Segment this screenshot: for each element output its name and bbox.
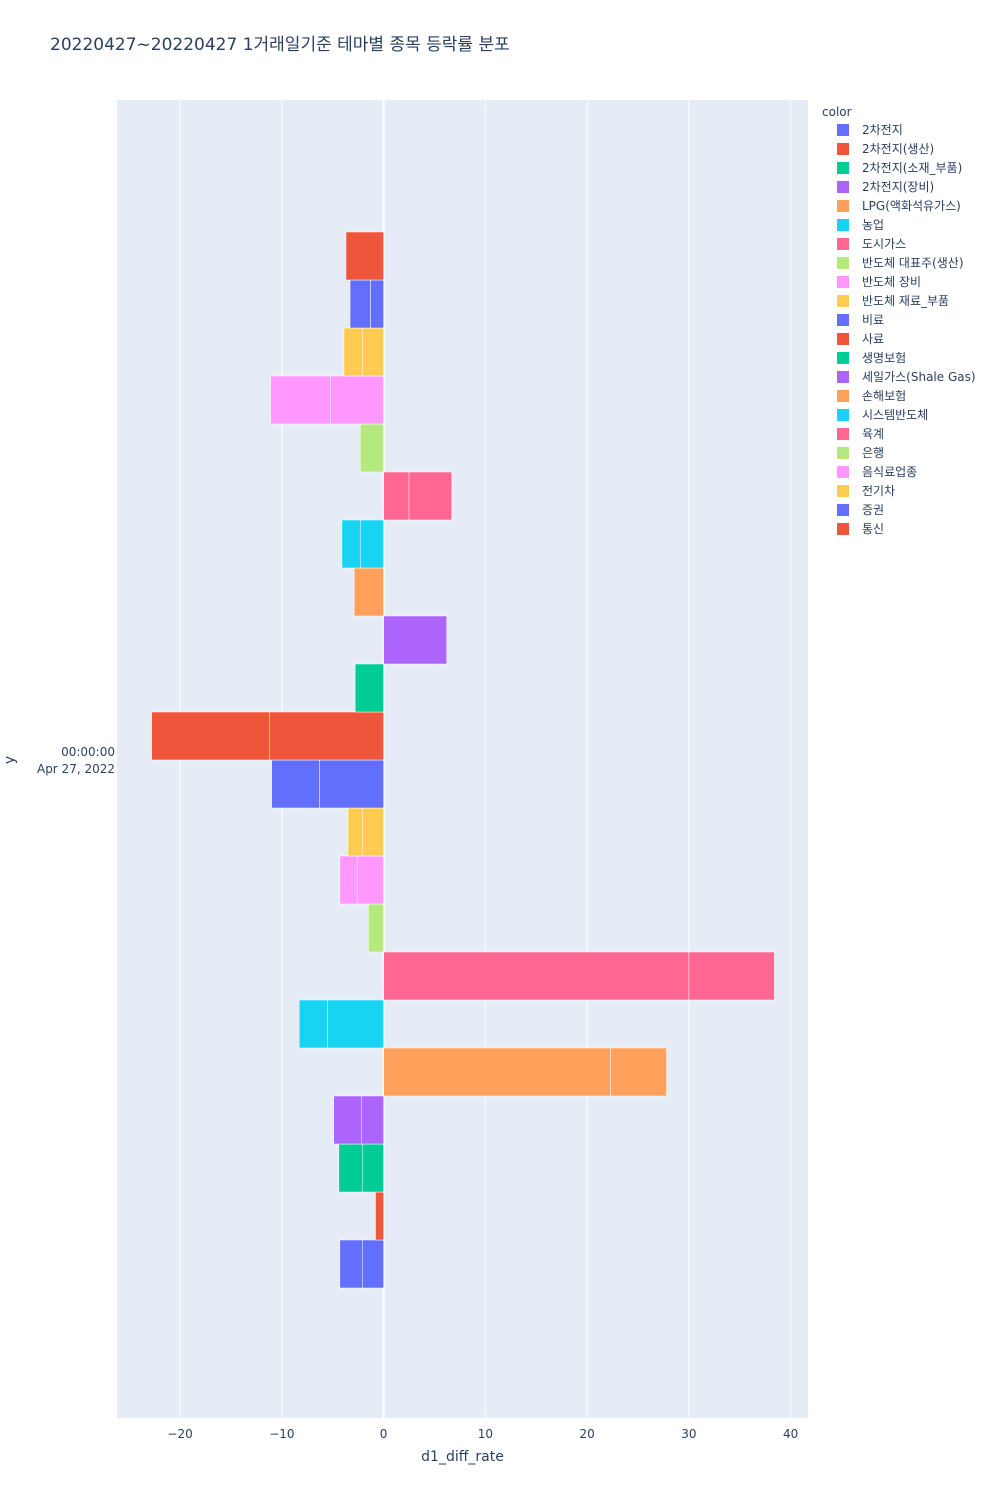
legend-item-label[interactable]: 2차전지 (862, 123, 903, 137)
bar-segment (269, 711, 384, 761)
bar-segment (362, 807, 384, 857)
legend-item-label[interactable]: 육계 (862, 427, 884, 441)
bar-segment (356, 855, 384, 905)
bar-segment (354, 663, 384, 713)
bar-segment (338, 1143, 363, 1193)
chart-title: 20220427~20220427 1거래일기준 테마별 종목 등락률 분포 (50, 35, 510, 55)
legend-item-label[interactable]: 반도체 재료_부품 (862, 294, 949, 308)
bar-segment (383, 615, 447, 665)
bar-segment (368, 903, 384, 953)
legend-swatch[interactable] (837, 143, 849, 155)
bar-segment (359, 423, 384, 473)
legend-swatch[interactable] (837, 504, 849, 516)
bar-segment (330, 375, 384, 425)
bar-segment (362, 1239, 384, 1289)
legend-swatch[interactable] (837, 447, 849, 459)
x-tick-label: −10 (269, 1427, 294, 1441)
legend-item-label[interactable]: 생명보험 (862, 351, 906, 365)
legend-swatch[interactable] (837, 124, 849, 136)
bar-segment (270, 375, 331, 425)
legend-item-label[interactable]: 2차전지(생산) (862, 142, 934, 156)
y-tick-date: Apr 27, 2022 (37, 762, 115, 776)
y-tick-time: 00:00:00 (61, 745, 115, 759)
legend-swatch[interactable] (837, 523, 849, 535)
x-tick-label: 20 (580, 1427, 595, 1441)
bar-segment (360, 1095, 384, 1145)
legend-item-label[interactable]: 시스템반도체 (862, 408, 928, 422)
legend-item-label[interactable]: 세일가스(Shale Gas) (862, 370, 976, 384)
x-axis-title: d1_diff_rate (421, 1449, 504, 1465)
legend-item-label[interactable]: 비료 (862, 313, 884, 327)
bar-segment (408, 471, 453, 521)
bar-segment (362, 1143, 384, 1193)
x-tick-label: 0 (380, 1427, 388, 1441)
legend-swatch[interactable] (837, 219, 849, 231)
legend-swatch[interactable] (837, 352, 849, 364)
legend-item-label[interactable]: 농업 (862, 218, 884, 232)
legend-item-label[interactable]: 도시가스 (862, 237, 906, 251)
legend-swatch[interactable] (837, 238, 849, 250)
legend-swatch[interactable] (837, 257, 849, 269)
bar-segment (339, 1239, 363, 1289)
bar-segment (343, 327, 363, 377)
bar-segment (359, 519, 384, 569)
legend-swatch[interactable] (837, 466, 849, 478)
bar-segment (383, 951, 690, 1001)
bar-segment (341, 519, 361, 569)
bar-segment (362, 327, 384, 377)
bar-segment (339, 855, 358, 905)
legend-swatch[interactable] (837, 200, 849, 212)
legend-item-label[interactable]: 전기차 (862, 484, 895, 498)
x-tick-label: 40 (783, 1427, 798, 1441)
x-tick-label: −20 (167, 1427, 192, 1441)
legend-swatch[interactable] (837, 333, 849, 345)
bar-segment (375, 1191, 384, 1241)
bar-segment (327, 999, 384, 1049)
legend: 2차전지 2차전지(생산) 2차전지(소재_부품) 2차전지(장비) LPG(액화석유가… (837, 123, 976, 536)
bar-segment (610, 1047, 667, 1097)
legend-swatch[interactable] (837, 390, 849, 402)
legend-swatch[interactable] (837, 181, 849, 193)
legend-item-label[interactable]: 손해보험 (862, 389, 906, 403)
bar-segment (347, 807, 363, 857)
legend-swatch[interactable] (837, 485, 849, 497)
legend-item-label[interactable]: 은행 (862, 445, 884, 460)
legend-item-label[interactable]: LPG(액화석유가스) (862, 199, 961, 213)
legend-title: color (822, 105, 852, 119)
bar-segment (345, 231, 384, 281)
bar-segment (333, 1095, 362, 1145)
legend-item-label[interactable]: 통신 (862, 522, 884, 536)
bar-segment (353, 567, 384, 617)
bar-segment (688, 951, 775, 1001)
bar-segment (383, 471, 410, 521)
legend-swatch[interactable] (837, 162, 849, 174)
bar-segment (349, 279, 371, 329)
legend-item-label[interactable]: 2차전지(소재_부품) (862, 161, 962, 175)
legend-swatch[interactable] (837, 428, 849, 440)
bar-segment (298, 999, 328, 1049)
bar-segment (271, 759, 320, 809)
legend-swatch[interactable] (837, 276, 849, 288)
y-axis-title: y (2, 756, 18, 764)
legend-item-label[interactable]: 반도체 장비 (862, 275, 921, 289)
bar-segment (151, 711, 270, 761)
legend-item-label[interactable]: 증권 (862, 503, 884, 517)
legend-swatch[interactable] (837, 371, 849, 383)
legend-item-label[interactable]: 음식료업종 (862, 465, 917, 479)
legend-item-label[interactable]: 반도체 대표주(생산) (862, 256, 964, 270)
legend-item-label[interactable]: 사료 (862, 332, 884, 346)
x-axis-ticks: −20 −10 0 10 20 30 40 (167, 1427, 798, 1441)
legend-swatch[interactable] (837, 314, 849, 326)
x-tick-label: 30 (681, 1427, 696, 1441)
legend-swatch[interactable] (837, 295, 849, 307)
bar-segment (370, 279, 384, 329)
bar-segment (383, 1047, 611, 1097)
legend-swatch[interactable] (837, 409, 849, 421)
bar-segment (319, 759, 384, 809)
legend-item-label[interactable]: 2차전지(장비) (862, 180, 934, 194)
bars (151, 231, 775, 1289)
x-tick-label: 10 (478, 1427, 493, 1441)
